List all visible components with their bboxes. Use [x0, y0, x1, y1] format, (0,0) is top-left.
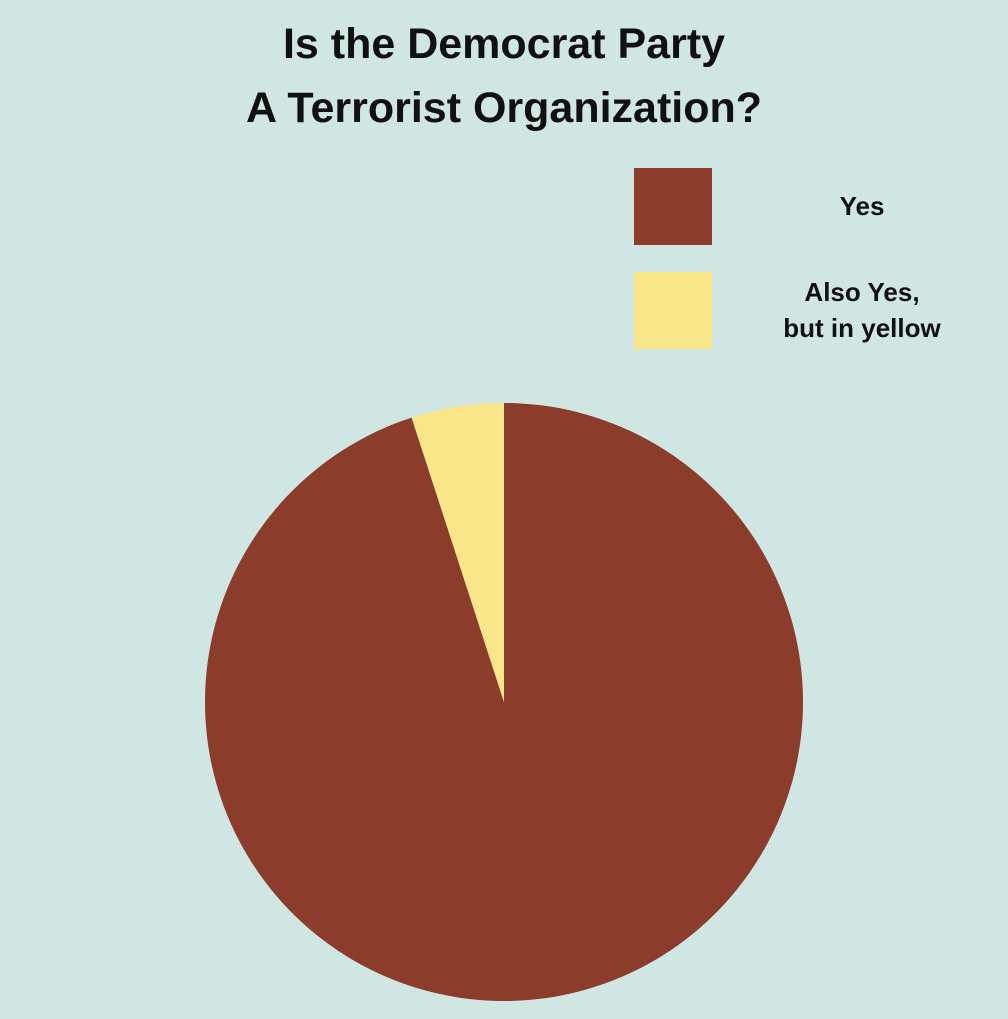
chart-title: Is the Democrat Party A Terrorist Organi… [245, 20, 763, 132]
legend-label: Yes [839, 191, 885, 221]
pie-slice [411, 403, 504, 702]
legend-swatch [634, 168, 712, 245]
pie-slice [204, 403, 803, 1001]
legend-swatch [634, 272, 712, 349]
legend-label: Also Yes, but in yellow [783, 277, 941, 343]
